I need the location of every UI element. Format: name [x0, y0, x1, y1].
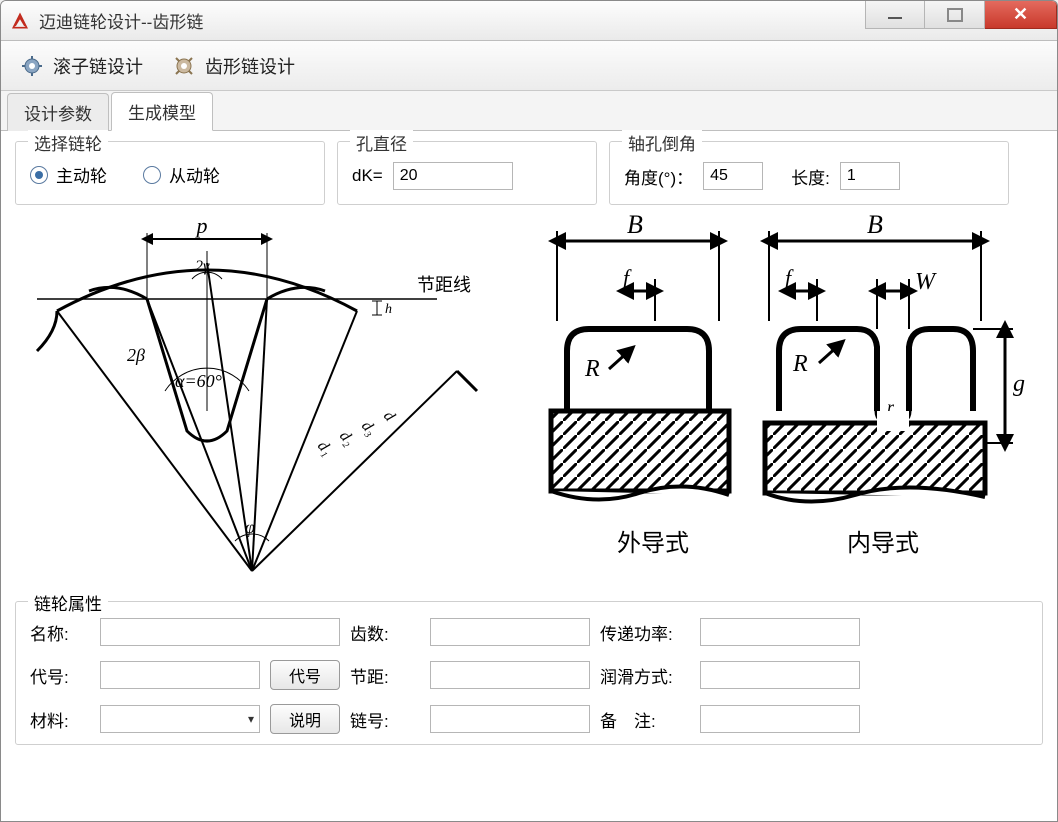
- diagram-tooth-profile: 节距线 p: [17, 211, 487, 591]
- svg-text:f: f: [785, 265, 794, 290]
- app-window: 迈迪链轮设计--齿形链 ✕ 滚子链设计 齿形链设计: [0, 0, 1058, 822]
- window-controls: ✕: [865, 1, 1057, 29]
- pitch-line-label: 节距线: [417, 275, 471, 295]
- toolbar-roller-chain-label: 滚子链设计: [53, 53, 143, 79]
- radio-driver-label: 主动轮: [56, 162, 107, 187]
- gear-icon: [19, 53, 45, 79]
- radio-driven-label: 从动轮: [169, 162, 220, 187]
- group-sprocket-props: 链轮属性 名称: 齿数: 传递功率: 代号: 代号 节距: 润滑方式: 材料: …: [15, 601, 1043, 745]
- diagram-row: 节距线 p: [17, 211, 1041, 591]
- svg-text:p: p: [195, 213, 208, 238]
- group-chamfer: 轴孔倒角 角度(°)： 长度:: [609, 141, 1009, 205]
- window-title: 迈迪链轮设计--齿形链: [39, 8, 203, 33]
- length-input[interactable]: [840, 162, 900, 190]
- input-chain-no[interactable]: [430, 705, 590, 733]
- group-chamfer-legend: 轴孔倒角: [622, 130, 702, 155]
- toolbar-silent-chain[interactable]: 齿形链设计: [171, 53, 295, 79]
- label-remark: 备 注:: [600, 707, 690, 732]
- dropdown-material[interactable]: ▾: [100, 705, 260, 733]
- angle-label: 角度(°)：: [624, 164, 693, 189]
- toolbar: 滚子链设计 齿形链设计: [1, 41, 1057, 91]
- input-power[interactable]: [700, 618, 860, 646]
- radio-icon: [30, 166, 48, 184]
- svg-text:g: g: [1013, 371, 1025, 397]
- app-logo-icon: [9, 10, 31, 32]
- dk-input[interactable]: [393, 162, 513, 190]
- close-button[interactable]: ✕: [985, 1, 1057, 29]
- svg-text:d₁: d₁: [314, 438, 336, 459]
- input-remark[interactable]: [700, 705, 860, 733]
- svg-text:α=60°: α=60°: [175, 371, 222, 391]
- length-label: 长度:: [791, 164, 830, 189]
- svg-text:d₃: d₃: [358, 418, 380, 439]
- svg-text:B: B: [627, 211, 643, 239]
- input-teeth[interactable]: [430, 618, 590, 646]
- svg-text:W: W: [915, 269, 937, 295]
- group-select-legend: 选择链轮: [28, 130, 108, 155]
- svg-text:R: R: [792, 351, 808, 377]
- radio-icon: [143, 166, 161, 184]
- label-chain-no: 链号:: [350, 707, 420, 732]
- group-select-sprocket: 选择链轮 主动轮 从动轮: [15, 141, 325, 205]
- angle-input[interactable]: [703, 162, 763, 190]
- input-lubrication[interactable]: [700, 661, 860, 689]
- radio-driven[interactable]: 从动轮: [143, 162, 220, 187]
- close-icon: ✕: [1013, 4, 1028, 25]
- svg-text:2β: 2β: [127, 345, 145, 365]
- label-code: 代号:: [30, 663, 90, 688]
- props-legend: 链轮属性: [28, 590, 108, 615]
- tab-content: 选择链轮 主动轮 从动轮 孔直径 dK=: [1, 131, 1057, 755]
- tab-strip: 设计参数 生成模型: [1, 91, 1057, 131]
- svg-text:内导式: 内导式: [847, 530, 919, 557]
- tab-design-params[interactable]: 设计参数: [7, 93, 109, 131]
- input-code[interactable]: [100, 661, 260, 689]
- top-groups-row: 选择链轮 主动轮 从动轮 孔直径 dK=: [15, 141, 1043, 205]
- svg-text:外导式: 外导式: [617, 530, 689, 557]
- svg-text:f: f: [623, 265, 632, 290]
- maximize-button[interactable]: [925, 1, 985, 29]
- input-pitch[interactable]: [430, 661, 590, 689]
- gear2-icon: [171, 53, 197, 79]
- minimize-button[interactable]: [865, 1, 925, 29]
- dk-label: dK=: [352, 166, 383, 186]
- label-pitch: 节距:: [350, 663, 420, 688]
- label-name: 名称:: [30, 620, 90, 645]
- svg-text:φ: φ: [245, 517, 255, 537]
- label-teeth: 齿数:: [350, 620, 420, 645]
- input-name[interactable]: [100, 618, 340, 646]
- label-material: 材料:: [30, 707, 90, 732]
- label-power: 传递功率:: [600, 620, 690, 645]
- radio-driver[interactable]: 主动轮: [30, 162, 107, 187]
- toolbar-roller-chain[interactable]: 滚子链设计: [19, 53, 143, 79]
- titlebar: 迈迪链轮设计--齿形链 ✕: [1, 1, 1057, 41]
- button-code[interactable]: 代号: [270, 660, 340, 690]
- svg-text:B: B: [867, 211, 883, 239]
- input-material[interactable]: [100, 705, 260, 733]
- label-lubrication: 润滑方式:: [600, 663, 690, 688]
- svg-text:d₂: d₂: [336, 428, 358, 450]
- tab-generate-model[interactable]: 生成模型: [111, 92, 213, 131]
- toolbar-silent-chain-label: 齿形链设计: [205, 53, 295, 79]
- group-dk-legend: 孔直径: [350, 130, 413, 155]
- svg-text:R: R: [584, 356, 600, 382]
- svg-text:d: d: [380, 408, 399, 426]
- button-desc[interactable]: 说明: [270, 704, 340, 734]
- diagram-guide-types: B f R 外导式: [507, 211, 1027, 591]
- group-hole-diameter: 孔直径 dK=: [337, 141, 597, 205]
- svg-text:h: h: [385, 302, 392, 317]
